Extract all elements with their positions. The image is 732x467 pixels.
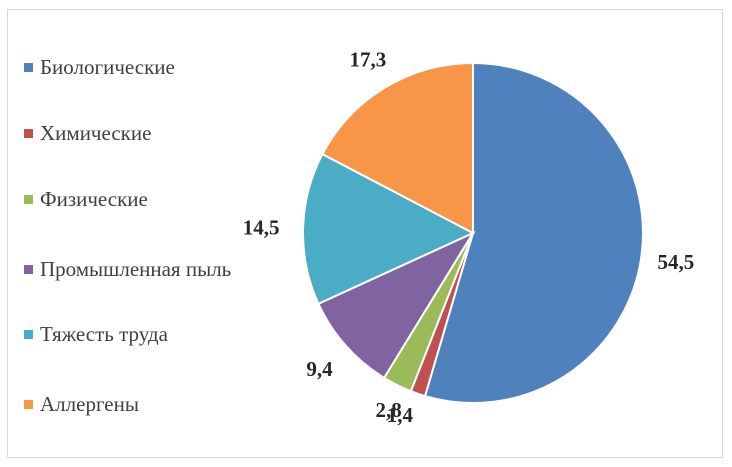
legend-swatch-labor-severity [24, 330, 33, 339]
legend-swatch-chemical [24, 129, 33, 138]
pie-slice-industrial-dust [317, 230, 476, 380]
pie-slices [302, 61, 644, 404]
data-label-allergens: 17,3 [350, 47, 387, 71]
legend-label-chemical: Химические [40, 121, 152, 145]
legend-swatch-industrial-dust [24, 265, 33, 274]
legend-swatch-biological [24, 63, 33, 72]
pie-data-labels: 54,5 1,42,8 9,4 14,5 17,3 [243, 47, 695, 427]
legend-label-biological: Биологические [40, 55, 175, 79]
pie-slice-labor-severity [302, 152, 476, 306]
pie-slice-allergens [321, 61, 474, 235]
data-label-labor-severity: 14,5 [243, 215, 280, 239]
legend-label-industrial-dust: Промышленная пыль [40, 257, 232, 281]
data-label-chemical: 1,4 [387, 403, 414, 427]
data-label-physical: 2,8 [376, 398, 402, 422]
data-label-biological: 54,5 [658, 250, 695, 274]
legend-label-physical: Физические [40, 187, 148, 211]
legend-swatch-allergens [24, 400, 33, 409]
legend-label-allergens: Аллергены [40, 392, 139, 416]
legend-swatch-physical [24, 195, 33, 204]
legend-label-labor-severity: Тяжесть труда [40, 322, 168, 346]
pie-slice-biological [423, 61, 644, 404]
data-label-industrial-dust: 9,4 [306, 357, 333, 381]
